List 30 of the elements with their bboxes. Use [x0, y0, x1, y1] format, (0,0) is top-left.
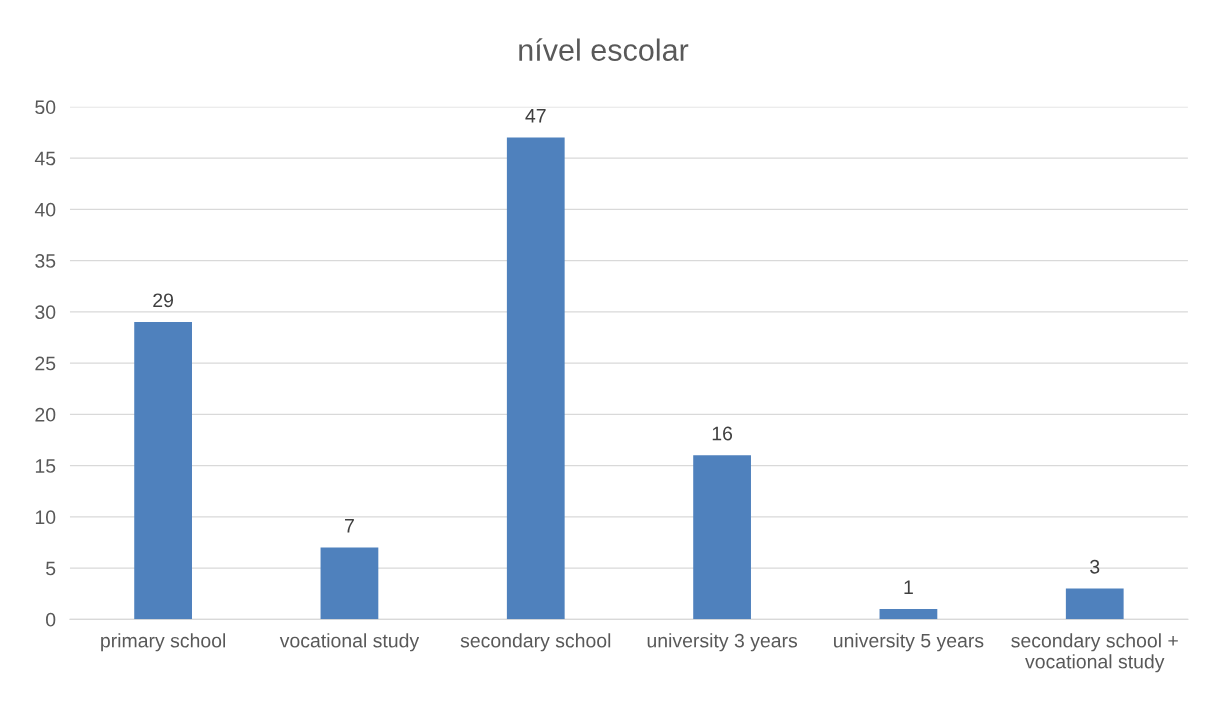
- x-tick-label: university 3 years: [647, 633, 798, 652]
- x-tick-label: primary school: [101, 633, 226, 652]
- data-label: 16: [712, 426, 733, 441]
- bar: [879, 609, 938, 620]
- data-label: 29: [153, 293, 173, 308]
- y-tick-label: 0: [46, 612, 56, 627]
- chart-title: nível escolar: [519, 38, 689, 61]
- data-label: 47: [525, 109, 546, 123]
- y-tick-label: 15: [35, 459, 56, 473]
- data-label: 3: [1090, 559, 1100, 574]
- x-tick-label: vocational study: [279, 633, 420, 652]
- y-tick-label: 5: [46, 561, 56, 576]
- y-tick-label: 25: [35, 356, 56, 371]
- x-tick-label: secondary school: [460, 633, 611, 652]
- data-label: 7: [345, 519, 354, 533]
- y-tick-label: 20: [35, 407, 56, 422]
- bar: [134, 322, 192, 620]
- y-tick-label: 30: [35, 305, 56, 320]
- bar: [693, 455, 751, 620]
- bar: [506, 137, 565, 620]
- y-tick-label: 40: [34, 202, 56, 217]
- y-tick-label: 35: [35, 254, 56, 268]
- x-tick-label: secondary school + vocational study: [1011, 633, 1178, 673]
- bar: [320, 547, 379, 620]
- data-label: 1: [904, 580, 913, 594]
- y-tick-label: 10: [35, 510, 56, 525]
- y-tick-label: 45: [34, 151, 56, 166]
- x-tick-label: university 5 years: [834, 633, 984, 652]
- y-tick-label: 50: [35, 100, 56, 115]
- bar: [1065, 588, 1124, 620]
